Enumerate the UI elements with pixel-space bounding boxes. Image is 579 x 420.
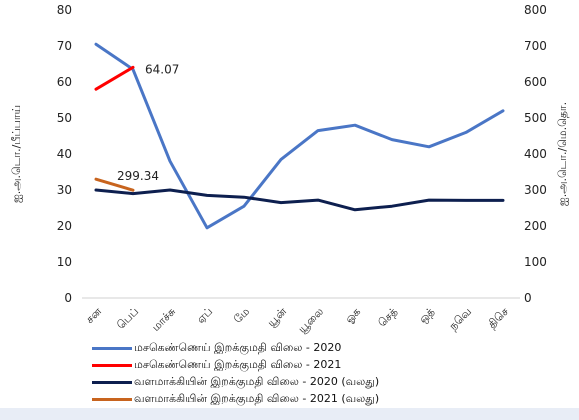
series-lines — [94, 42, 505, 230]
left-tick-label: 40 — [57, 147, 72, 161]
legend-item: மசகெண்ணெய் இறக்குமதி விலை - 2020 — [92, 340, 512, 357]
right-tick-label: 300 — [524, 183, 547, 197]
legend-swatch — [92, 381, 132, 384]
legend-swatch — [92, 347, 132, 350]
x-tick-label: நவெ — [446, 305, 474, 333]
x-axis-ticks: சன பெப் மாச்சு ஏப் மே யூன் யூலை ஓக செத் ஒத் நவெ திச… — [83, 305, 511, 336]
legend-swatch — [92, 398, 132, 401]
right-tick-label: 0 — [524, 291, 532, 305]
legend: மசகெண்ணெய் இறக்குமதி விலை - 2020 மசகெண்ணெ… — [92, 340, 512, 408]
legend-label: வளமாக்கியின் இறக்குமதி விலை - 2021 (வலது… — [134, 392, 380, 405]
bottom-band — [0, 408, 579, 420]
right-axis-title: ஐ.அ.டொ./மெ.தொ. — [556, 102, 569, 206]
x-tick-label: மாச்சு — [149, 305, 178, 334]
right-tick-label: 600 — [524, 75, 547, 89]
series-line-3 — [94, 188, 505, 212]
legend-label: வளமாக்கியின் இறக்குமதி விலை - 2020 (வலது… — [134, 375, 380, 388]
x-tick-label: யூலை — [295, 305, 326, 336]
x-tick-label: ஏப் — [194, 305, 215, 326]
data-label: 299.34 — [117, 169, 159, 183]
legend-item: வளமாக்கியின் இறக்குமதி விலை - 2021 (வலது… — [92, 391, 512, 408]
legend-item: மசகெண்ணெய் இறக்குமதி விலை - 2021 — [92, 357, 512, 374]
left-tick-label: 10 — [57, 255, 72, 269]
x-tick-label: செத் — [375, 305, 400, 330]
right-tick-label: 700 — [524, 39, 547, 53]
series-line-1 — [94, 42, 505, 230]
right-tick-label: 800 — [524, 3, 547, 17]
x-tick-label: சன — [83, 305, 104, 326]
left-tick-label: 20 — [57, 219, 72, 233]
right-tick-label: 200 — [524, 219, 547, 233]
x-tick-label: யூன் — [265, 305, 290, 330]
left-tick-label: 30 — [57, 183, 72, 197]
right-axis-ticks: 0 100 200 300 400 500 600 700 800 — [524, 3, 547, 305]
series-line-2 — [94, 65, 135, 91]
data-label: 64.07 — [145, 62, 179, 76]
left-tick-label: 80 — [57, 3, 72, 17]
left-tick-label: 50 — [57, 111, 72, 125]
data-labels: 64.07 299.34 — [117, 62, 179, 183]
legend-item: வளமாக்கியின் இறக்குமதி விலை - 2020 (வலது… — [92, 374, 512, 391]
x-tick-label: ஓக — [342, 305, 363, 326]
left-axis-ticks: 0 10 20 30 40 50 60 70 80 — [57, 3, 72, 305]
legend-label: மசகெண்ணெய் இறக்குமதி விலை - 2020 — [134, 341, 342, 354]
x-tick-label: திசெ — [485, 305, 511, 331]
legend-label: மசகெண்ணெய் இறக்குமதி விலை - 2021 — [134, 358, 342, 371]
x-tick-label: பெப் — [114, 305, 141, 332]
left-axis-title: ஐ.அ.டொ./பீப்பாய் — [10, 105, 23, 203]
left-tick-label: 0 — [64, 291, 72, 305]
right-tick-label: 100 — [524, 255, 547, 269]
series-line-4 — [94, 177, 135, 192]
legend-swatch — [92, 364, 132, 367]
right-tick-label: 500 — [524, 111, 547, 125]
left-tick-label: 60 — [57, 75, 72, 89]
x-tick-label: ஒத் — [416, 305, 437, 326]
x-tick-label: மே — [231, 305, 252, 326]
right-tick-label: 400 — [524, 147, 547, 161]
left-tick-label: 70 — [57, 39, 72, 53]
